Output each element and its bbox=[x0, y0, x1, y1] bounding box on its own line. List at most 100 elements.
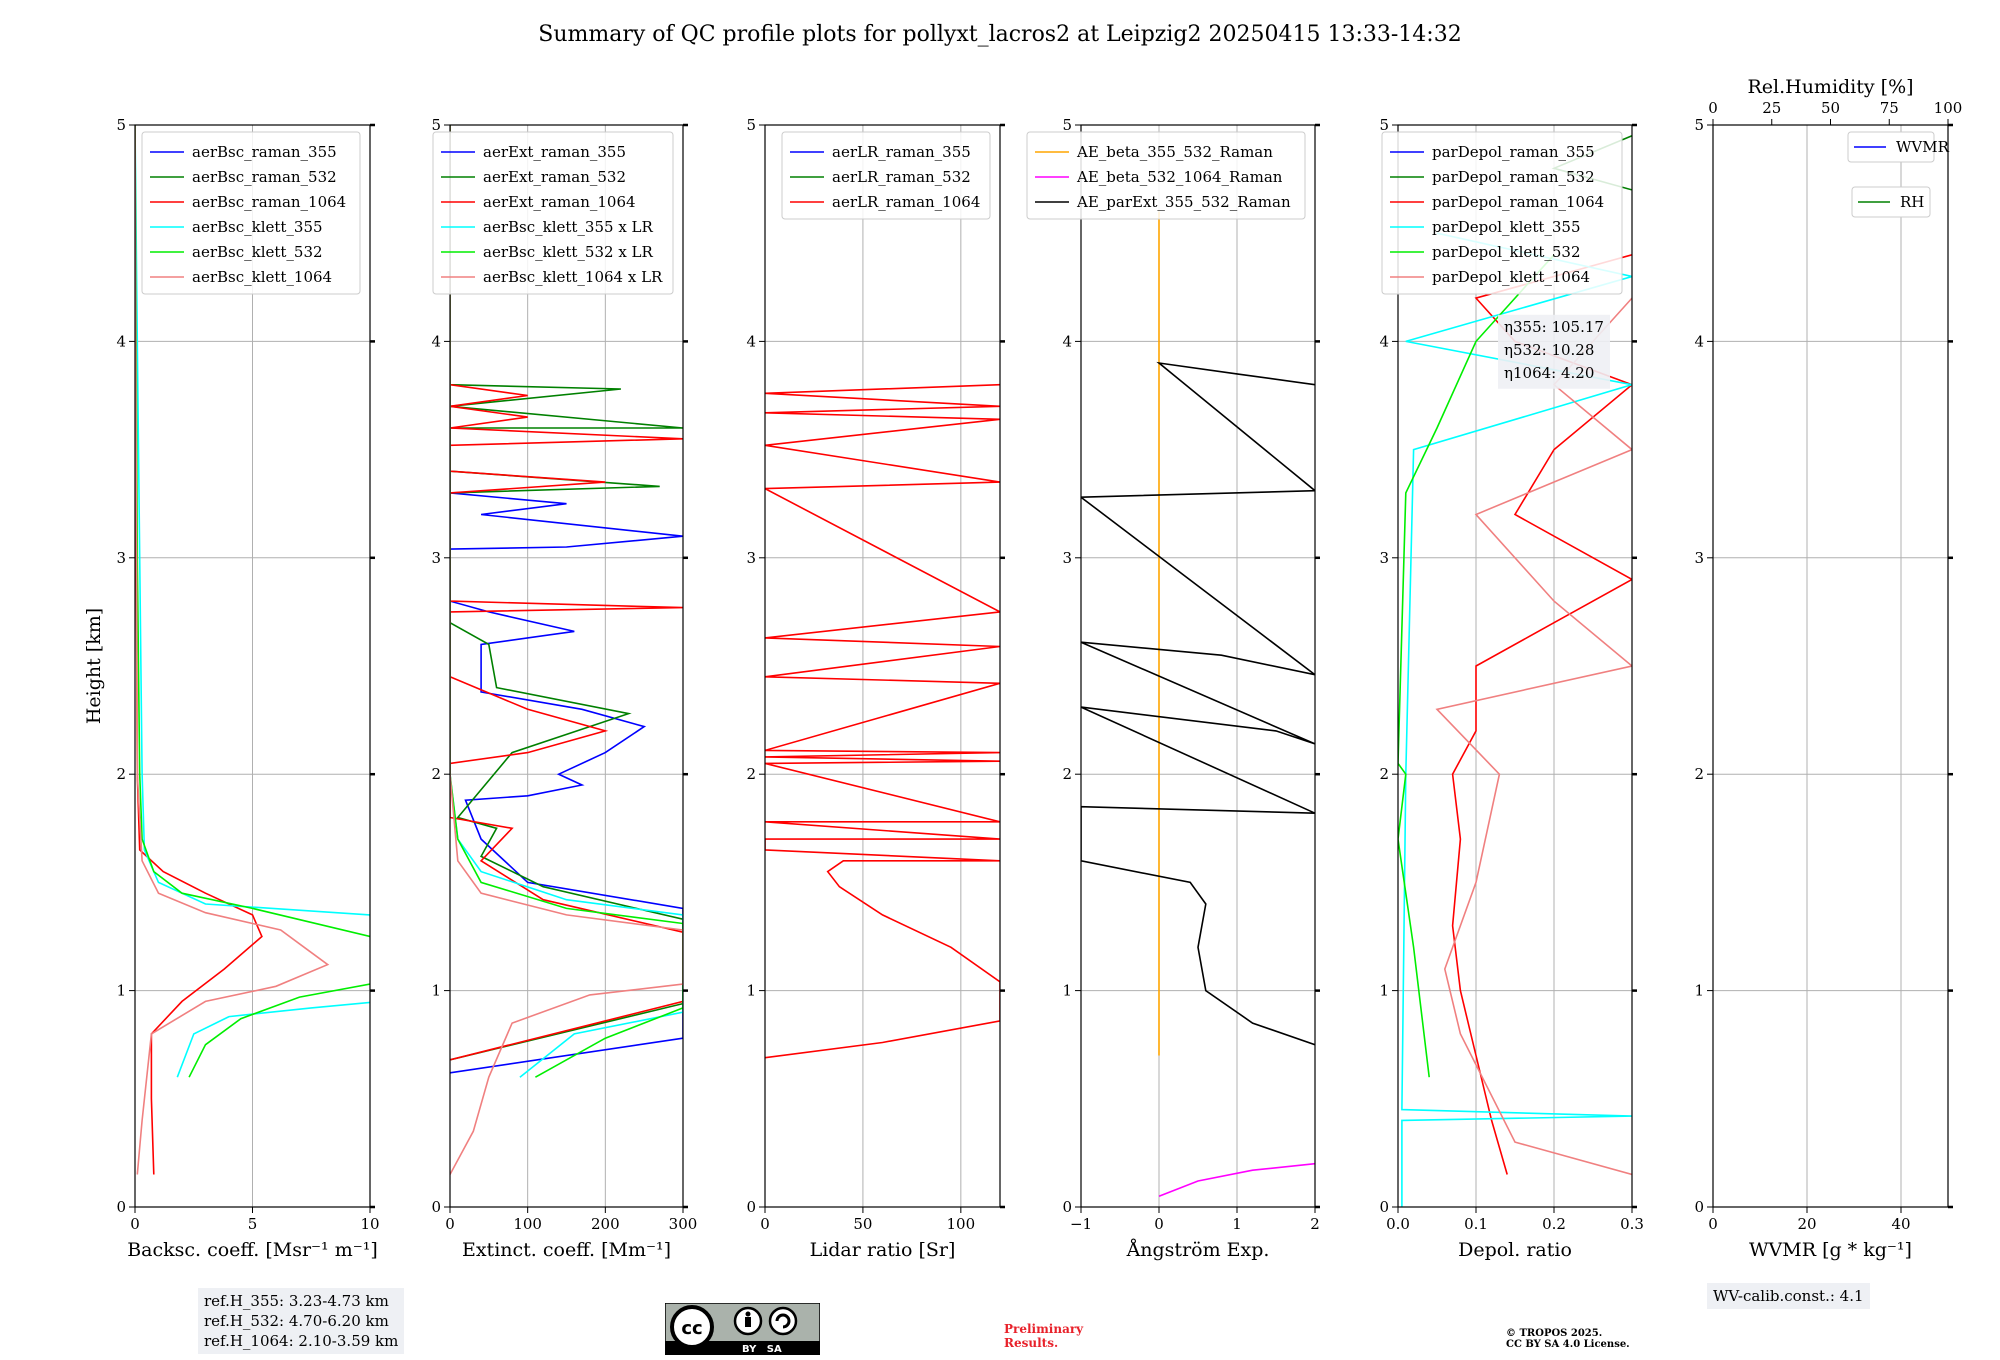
legend-label-aerBsc_klett_355 x LR: aerBsc_klett_355 x LR bbox=[483, 218, 654, 236]
sa-icon bbox=[768, 1306, 798, 1336]
y-tick-label-bsc: 4 bbox=[116, 332, 126, 350]
x-tick-label-bsc: 0 bbox=[130, 1215, 140, 1233]
legend-label-parDepol_raman_532: parDepol_raman_532 bbox=[1432, 168, 1595, 186]
eta-label: η532: 10.28 bbox=[1504, 341, 1594, 359]
ref-height-532: ref.H_532: 4.70-6.20 km bbox=[204, 1312, 389, 1330]
x-axis-label-lr: Lidar ratio [Sr] bbox=[810, 1239, 956, 1261]
reference-height-box: ref.H_355: 3.23-4.73 km ref.H_532: 4.70-… bbox=[198, 1288, 405, 1354]
preliminary-results-note: Preliminary Results. bbox=[1004, 1322, 1083, 1350]
y-tick-label-ext: 0 bbox=[431, 1198, 441, 1216]
legend-label-AE_beta_532_1064_Raman: AE_beta_532_1064_Raman bbox=[1076, 168, 1283, 186]
legend-label-aerLR_raman_355: aerLR_raman_355 bbox=[832, 143, 971, 161]
legend-label-aerBsc_klett_1064 x LR: aerBsc_klett_1064 x LR bbox=[483, 268, 663, 286]
x2-axis-label-wv: Rel.Humidity [%] bbox=[1747, 76, 1913, 98]
x-tick-label-depol: 0.0 bbox=[1386, 1215, 1410, 1233]
series-line-aerBsc_klett_355 bbox=[135, 125, 370, 1078]
legend-box-lr bbox=[781, 131, 991, 220]
x-tick-label-ae: −1 bbox=[1070, 1215, 1092, 1233]
y-tick-label-depol: 5 bbox=[1379, 116, 1389, 134]
series-line-aerBsc_klett_532 bbox=[135, 125, 370, 1078]
legend-label-aerBsc_klett_1064: aerBsc_klett_1064 bbox=[192, 268, 332, 286]
y-tick-label-ae: 0 bbox=[1062, 1198, 1072, 1216]
eta-label: η355: 105.17 bbox=[1504, 318, 1604, 336]
series-line-aerLR_raman_1064 bbox=[765, 383, 1000, 1059]
figure-title: Summary of QC profile plots for pollyxt_… bbox=[538, 22, 1462, 47]
axes-frame-ext bbox=[449, 124, 684, 1208]
legend-label-aerExt_raman_355: aerExt_raman_355 bbox=[483, 143, 626, 161]
legend-label-parDepol_klett_1064: parDepol_klett_1064 bbox=[1432, 268, 1590, 286]
y-tick-label-ae: 4 bbox=[1062, 332, 1072, 350]
x-tick-label-ext: 0 bbox=[445, 1215, 455, 1233]
preliminary-line-1: Preliminary bbox=[1004, 1322, 1084, 1336]
legend-box-depol bbox=[1381, 131, 1623, 295]
x-tick-label-depol: 0.2 bbox=[1542, 1215, 1566, 1233]
y-tick-label-ae: 3 bbox=[1062, 549, 1072, 567]
series-group-ext bbox=[450, 125, 683, 1175]
x-tick-label-bsc: 10 bbox=[360, 1215, 379, 1233]
legend-box-ext bbox=[432, 131, 674, 295]
series-line-parDepol_klett_355 bbox=[1401, 232, 1632, 1207]
series-line-aerExt_raman_532 bbox=[450, 125, 683, 1061]
y-tick-label-bsc: 5 bbox=[116, 116, 126, 134]
x-axis-label-bsc: Backsc. coeff. [Msr⁻¹ m⁻¹] bbox=[127, 1239, 378, 1261]
legend-box-wv bbox=[1851, 186, 1931, 218]
copyright-note: © TROPOS 2025. CC BY SA 4.0 License. bbox=[1506, 1328, 1630, 1350]
x2-tick-label-wv: 100 bbox=[1934, 99, 1963, 117]
x-tick-label-ext: 200 bbox=[591, 1215, 620, 1233]
x-axis-label-ae: Ångström Exp. bbox=[1126, 1239, 1270, 1261]
series-line-aerExt_raman_355 bbox=[450, 125, 683, 1074]
y-tick-label-ext: 2 bbox=[431, 765, 441, 783]
panel-wv: 0 20 40 0 1 2 3 4 5 WVMR [g * kg⁻¹] 0 25 50 75 100 Rel.… bbox=[1694, 76, 1962, 1261]
legend-box-ae bbox=[1026, 131, 1306, 220]
y-tick-label-wv: 3 bbox=[1694, 549, 1704, 567]
x2-tick-label-wv: 25 bbox=[1762, 99, 1781, 117]
ref-height-1064: ref.H_1064: 2.10-3.59 km bbox=[204, 1332, 399, 1350]
x-tick-label-wv: 0 bbox=[1708, 1215, 1718, 1233]
legend-label-aerExt_raman_532: aerExt_raman_532 bbox=[483, 168, 626, 186]
legend-label-WVMR: WVMR bbox=[1896, 138, 1950, 156]
y-tick-label-depol: 0 bbox=[1379, 1198, 1389, 1216]
x-tick-label-lr: 0 bbox=[760, 1215, 770, 1233]
eta-box bbox=[1498, 314, 1610, 389]
y-tick-label-ae: 1 bbox=[1062, 982, 1072, 1000]
y-tick-label-bsc: 3 bbox=[116, 549, 126, 567]
y-tick-label-lr: 2 bbox=[746, 765, 756, 783]
cc-badge-text: BY SA bbox=[742, 1344, 782, 1355]
y-tick-label-ae: 5 bbox=[1062, 116, 1072, 134]
legend-label-aerBsc_raman_532: aerBsc_raman_532 bbox=[192, 168, 337, 186]
legend-label-aerExt_raman_1064: aerExt_raman_1064 bbox=[483, 193, 636, 211]
series-line-AE_beta_532_1064_Raman bbox=[1158, 1162, 1315, 1197]
x-tick-label-ext: 300 bbox=[669, 1215, 698, 1233]
wv-calib-text: WV-calib.const.: 4.1 bbox=[1713, 1287, 1864, 1305]
x-tick-label-lr: 100 bbox=[947, 1215, 976, 1233]
y-tick-label-lr: 1 bbox=[746, 982, 756, 1000]
x-axis-label-ext: Extinct. coeff. [Mm⁻¹] bbox=[462, 1239, 671, 1261]
legend-label-aerBsc_klett_355: aerBsc_klett_355 bbox=[192, 218, 323, 236]
y-tick-label-wv: 5 bbox=[1694, 116, 1704, 134]
preliminary-line-2: Results. bbox=[1004, 1336, 1059, 1350]
x-axis-label-wv: WVMR [g * kg⁻¹] bbox=[1749, 1239, 1912, 1261]
y-tick-label-ext: 1 bbox=[431, 982, 441, 1000]
series-group-lr bbox=[765, 383, 1000, 1059]
panel-lr: 0 50 100 0 1 2 3 4 5 Lidar ratio [Sr] aerLR_raman_… bbox=[746, 116, 1005, 1261]
y-tick-label-bsc: 2 bbox=[116, 765, 126, 783]
y-tick-label-depol: 2 bbox=[1379, 765, 1389, 783]
series-line-aerExt_raman_1064 bbox=[450, 125, 683, 1061]
y-tick-label-wv: 4 bbox=[1694, 332, 1704, 350]
wv-calib-box: WV-calib.const.: 4.1 bbox=[1707, 1283, 1870, 1309]
series-group-depol bbox=[1398, 135, 1632, 1207]
y-tick-label-ae: 2 bbox=[1062, 765, 1072, 783]
y-tick-label-depol: 3 bbox=[1379, 549, 1389, 567]
y-tick-label-bsc: 0 bbox=[116, 1198, 126, 1216]
y-tick-label-wv: 2 bbox=[1694, 765, 1704, 783]
series-line-AE_parExt_355_532_Raman bbox=[1081, 361, 1315, 1046]
x-tick-label-wv: 20 bbox=[1797, 1215, 1816, 1233]
x-axis-label-depol: Depol. ratio bbox=[1458, 1239, 1572, 1261]
series-line-parDepol_klett_532 bbox=[1398, 254, 1555, 1078]
x-tick-label-depol: 0.3 bbox=[1620, 1215, 1644, 1233]
legend-label-AE_parExt_355_532_Raman: AE_parExt_355_532_Raman bbox=[1076, 193, 1291, 211]
legend-label-AE_beta_355_532_Raman: AE_beta_355_532_Raman bbox=[1076, 143, 1273, 161]
y-tick-label-bsc: 1 bbox=[116, 982, 126, 1000]
legend-label-aerBsc_raman_1064: aerBsc_raman_1064 bbox=[192, 193, 346, 211]
